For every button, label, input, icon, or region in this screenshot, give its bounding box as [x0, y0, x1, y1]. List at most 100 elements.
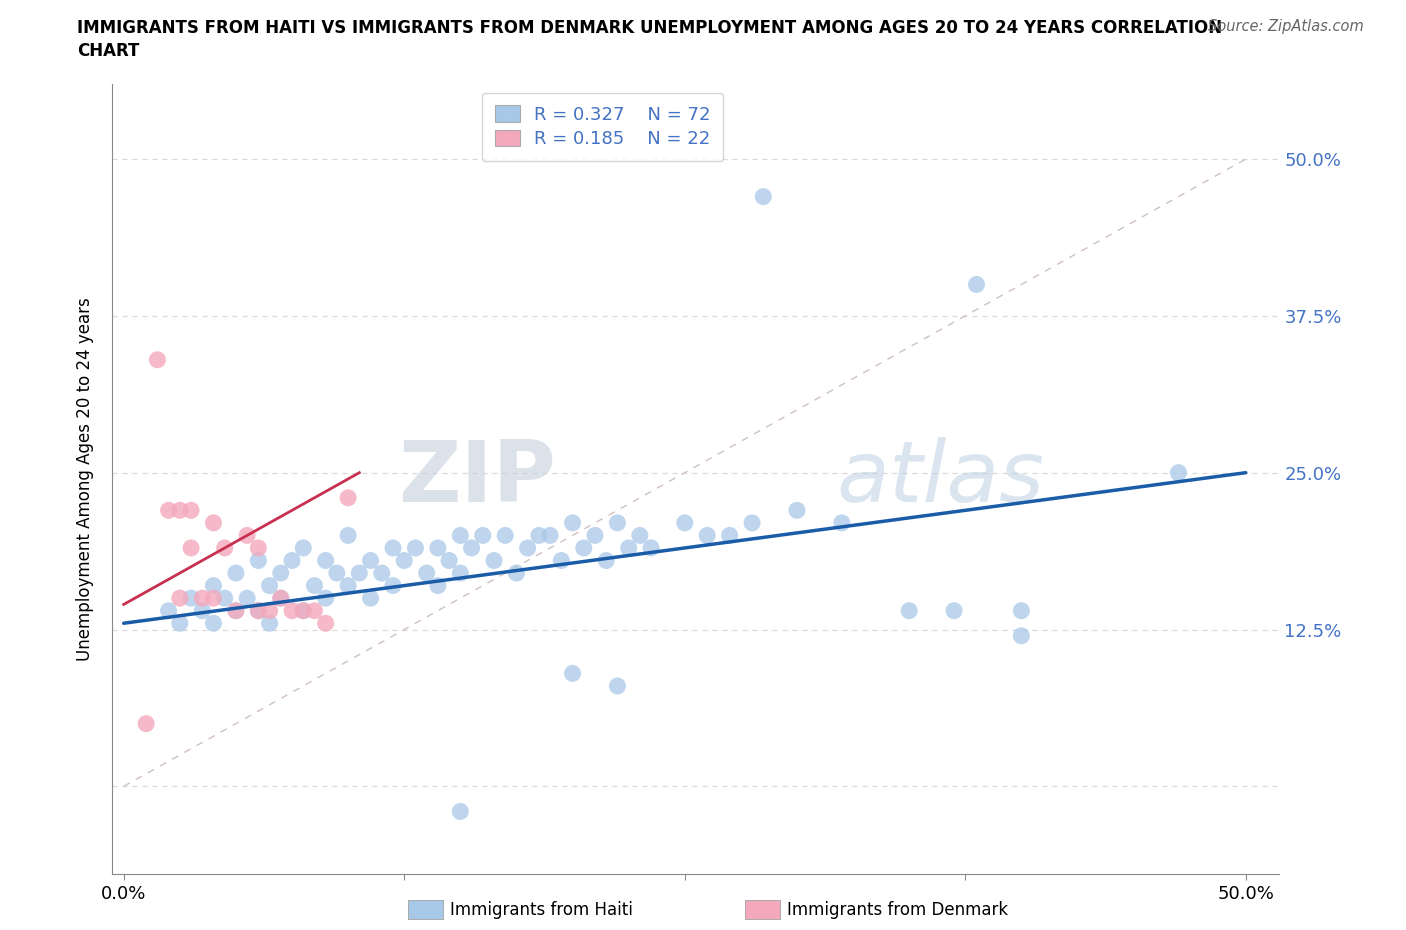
Point — [494, 528, 516, 543]
Point — [898, 604, 921, 618]
Point — [606, 679, 628, 694]
Point — [673, 515, 696, 530]
Point — [550, 553, 572, 568]
Point — [426, 578, 449, 593]
Point — [202, 515, 225, 530]
Point — [337, 578, 360, 593]
Point — [786, 503, 808, 518]
Point — [292, 604, 315, 618]
Point — [382, 578, 405, 593]
Point — [270, 591, 292, 605]
Text: atlas: atlas — [837, 437, 1045, 521]
Point — [718, 528, 741, 543]
Point — [471, 528, 494, 543]
Point — [180, 591, 202, 605]
Point — [236, 591, 259, 605]
Point — [202, 591, 225, 605]
Point — [315, 591, 337, 605]
Point — [169, 616, 191, 631]
Point — [1010, 629, 1032, 644]
Point — [617, 540, 640, 555]
Point — [180, 540, 202, 555]
Point — [394, 553, 416, 568]
Point — [943, 604, 966, 618]
Point — [606, 515, 628, 530]
Point — [449, 804, 471, 819]
Point — [595, 553, 617, 568]
Point — [247, 604, 270, 618]
Point — [966, 277, 988, 292]
Point — [281, 604, 304, 618]
Point — [449, 565, 471, 580]
Text: Immigrants from Haiti: Immigrants from Haiti — [450, 900, 633, 919]
Point — [527, 528, 550, 543]
Point — [259, 616, 281, 631]
Point — [225, 565, 247, 580]
Point — [315, 553, 337, 568]
Point — [304, 578, 326, 593]
Point — [505, 565, 527, 580]
Text: ZIP: ZIP — [398, 437, 555, 521]
Point — [292, 540, 315, 555]
Point — [169, 591, 191, 605]
Point — [259, 578, 281, 593]
Point — [561, 515, 583, 530]
Point — [270, 591, 292, 605]
Point — [1167, 465, 1189, 480]
Point — [482, 553, 505, 568]
Point — [831, 515, 853, 530]
Point — [225, 604, 247, 618]
Point — [628, 528, 651, 543]
Point — [1010, 604, 1032, 618]
Point — [583, 528, 606, 543]
Y-axis label: Unemployment Among Ages 20 to 24 years: Unemployment Among Ages 20 to 24 years — [76, 297, 94, 661]
Point — [135, 716, 157, 731]
Point — [371, 565, 394, 580]
Point — [572, 540, 595, 555]
Text: IMMIGRANTS FROM HAITI VS IMMIGRANTS FROM DENMARK UNEMPLOYMENT AMONG AGES 20 TO 2: IMMIGRANTS FROM HAITI VS IMMIGRANTS FROM… — [77, 19, 1222, 36]
Point — [304, 604, 326, 618]
Point — [270, 565, 292, 580]
Text: Source: ZipAtlas.com: Source: ZipAtlas.com — [1208, 19, 1364, 33]
Point — [326, 565, 349, 580]
Point — [561, 666, 583, 681]
Point — [236, 528, 259, 543]
Point — [449, 528, 471, 543]
Point — [180, 503, 202, 518]
Point — [225, 604, 247, 618]
Point — [349, 565, 371, 580]
Point — [191, 591, 214, 605]
Text: Immigrants from Denmark: Immigrants from Denmark — [787, 900, 1008, 919]
Point — [259, 604, 281, 618]
Point — [191, 604, 214, 618]
Point — [169, 503, 191, 518]
Point — [214, 591, 236, 605]
Point — [360, 591, 382, 605]
Point — [640, 540, 662, 555]
Point — [202, 578, 225, 593]
Point — [696, 528, 718, 543]
Point — [281, 553, 304, 568]
Point — [360, 553, 382, 568]
Point — [247, 604, 270, 618]
Point — [337, 490, 360, 505]
Point — [247, 540, 270, 555]
Point — [741, 515, 763, 530]
Point — [202, 616, 225, 631]
Text: CHART: CHART — [77, 42, 139, 60]
Point — [157, 604, 180, 618]
Point — [415, 565, 437, 580]
Point — [516, 540, 538, 555]
Legend: R = 0.327    N = 72, R = 0.185    N = 22: R = 0.327 N = 72, R = 0.185 N = 22 — [482, 93, 723, 161]
Point — [426, 540, 449, 555]
Point — [315, 616, 337, 631]
Point — [292, 604, 315, 618]
Point — [146, 352, 169, 367]
Point — [460, 540, 482, 555]
Point — [382, 540, 405, 555]
Point — [538, 528, 561, 543]
Point — [157, 503, 180, 518]
Point — [437, 553, 460, 568]
Point — [247, 553, 270, 568]
Point — [214, 540, 236, 555]
